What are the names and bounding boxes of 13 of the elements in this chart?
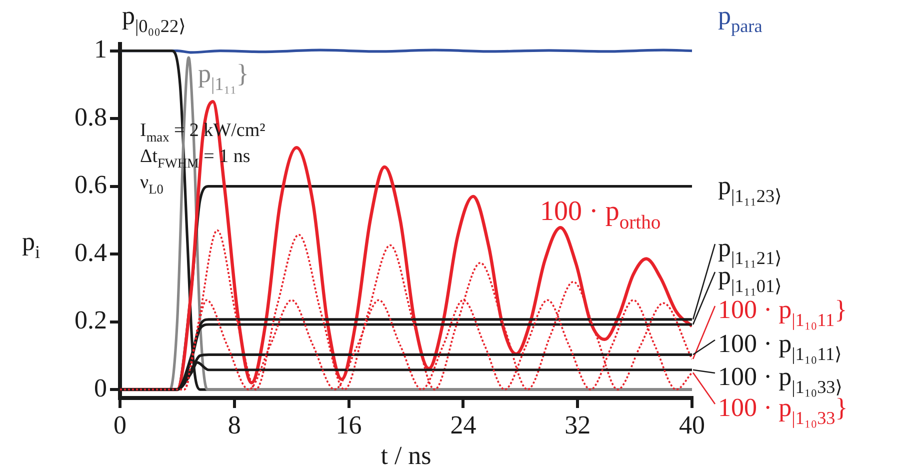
y-tick-label: 0 — [94, 373, 107, 402]
x-axis-title: t / ns — [380, 441, 432, 470]
x-tick-label: 8 — [228, 410, 241, 440]
y-tick-label: 1 — [94, 34, 107, 64]
x-tick-label: 16 — [336, 410, 362, 440]
x-tick-label: 0 — [114, 410, 126, 440]
y-tick-label: 0.2 — [74, 306, 107, 335]
x-tick-label: 40 — [679, 410, 705, 440]
y-tick-label: 0.6 — [74, 170, 107, 200]
y-tick-label: 0.4 — [74, 238, 107, 267]
y-tick-label: 0.8 — [74, 102, 107, 132]
x-tick-label: 24 — [450, 410, 476, 440]
x-tick-label: 32 — [564, 410, 591, 440]
